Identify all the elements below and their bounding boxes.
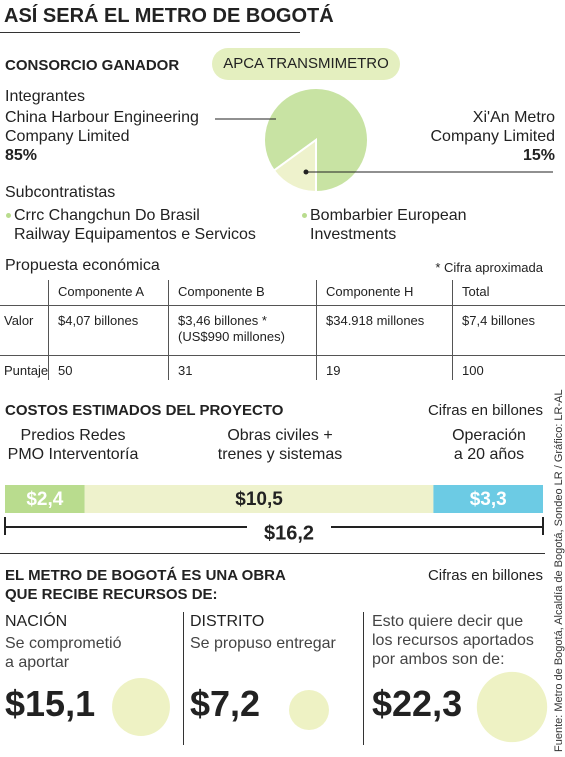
- divider: [183, 612, 184, 745]
- table-cell: 100: [462, 363, 484, 378]
- table-cell: $7,4 billones: [462, 313, 535, 328]
- funding-value: $7,2: [190, 683, 261, 724]
- total-bg: [247, 520, 331, 546]
- table-cell: $4,07 billones: [58, 313, 139, 328]
- funding-text: Esto quiere decir que los recursos aport…: [372, 613, 534, 668]
- subcontractors-heading: Subcontratistas: [5, 184, 116, 201]
- consortium-label: CONSORCIO GANADOR: [5, 57, 180, 74]
- costs-title: COSTOS ESTIMADOS DEL PROYECTO: [5, 402, 284, 419]
- row-label: Puntaje: [4, 363, 49, 378]
- funding-unit: Cifras en billones: [427, 567, 543, 584]
- members-heading: Integrantes: [5, 88, 86, 105]
- funding-title: EL METRO DE BOGOTÁ ES UNA OBRA QUE RECIB…: [5, 567, 286, 603]
- cost-segment: [433, 485, 543, 513]
- member-name: China Harbour Engineering Company Limite…: [5, 109, 199, 145]
- table-cell: $34.918 millones: [326, 313, 425, 328]
- subcontractor: Bombarbier European Investments: [302, 207, 467, 243]
- column-header: Componente A: [58, 284, 145, 299]
- column-header: Total: [462, 284, 490, 299]
- subcontractor: Crrc Changchun Do Brasil Railway Equipam…: [6, 207, 256, 243]
- cost-value: $3,3: [470, 489, 507, 510]
- member-name: Xi'An Metro Company Limited: [430, 109, 556, 145]
- funding-circle: [112, 678, 170, 736]
- costs-unit: Cifras en billones: [427, 402, 543, 419]
- funding-heading: NACIÓN: [5, 613, 68, 630]
- table-rule: [168, 280, 169, 380]
- winner-pill: APCA TRANSMIMETRO: [212, 48, 400, 80]
- table-rule: [316, 280, 317, 380]
- member-share: 85%: [5, 147, 38, 164]
- total-value: $16,2: [264, 522, 314, 544]
- cost-label: Operación a 20 años: [452, 427, 526, 463]
- cost-label: Predios Redes PMO Interventoría: [7, 427, 139, 463]
- funding-value: $15,1: [5, 683, 96, 724]
- table-cell: 50: [58, 363, 73, 378]
- column-header: Componente H: [326, 284, 414, 299]
- funding-text: Se propuso entregar: [190, 635, 336, 652]
- table-rule: [452, 280, 453, 380]
- column-header: Componente B: [178, 284, 265, 299]
- table-cell: $3,46 billones * (US$990 millones): [178, 313, 285, 344]
- title: ASÍ SERÁ EL METRO DE BOGOTÁ: [4, 5, 334, 27]
- divider: [363, 612, 364, 745]
- funding-circle: [476, 671, 548, 743]
- divider: [0, 553, 545, 554]
- funding-heading: DISTRITO: [190, 613, 265, 630]
- title-rule: [0, 32, 300, 33]
- table-cell: 31: [178, 363, 193, 378]
- cost-value: $10,5: [235, 489, 283, 510]
- table-cell: 19: [326, 363, 341, 378]
- table-rule: [0, 355, 565, 356]
- proposal-title: Propuesta económica: [5, 257, 160, 274]
- row-label: Valor: [4, 313, 34, 328]
- cost-segment: [5, 485, 85, 513]
- funding-text: Se comprometió a aportar: [5, 635, 122, 671]
- cost-value: $2,4: [26, 489, 63, 510]
- table-rule: [0, 305, 565, 306]
- pie-slice: [272, 138, 317, 194]
- proposal-note: * Cifra aproximada: [435, 260, 543, 275]
- cost-label: Obras civiles + trenes y sistemas: [217, 427, 343, 463]
- funding-circle: [289, 690, 329, 730]
- cost-segment: [84, 485, 434, 513]
- member-share: 15%: [522, 147, 555, 164]
- table-rule: [48, 280, 49, 380]
- funding-value: $22,3: [372, 683, 463, 724]
